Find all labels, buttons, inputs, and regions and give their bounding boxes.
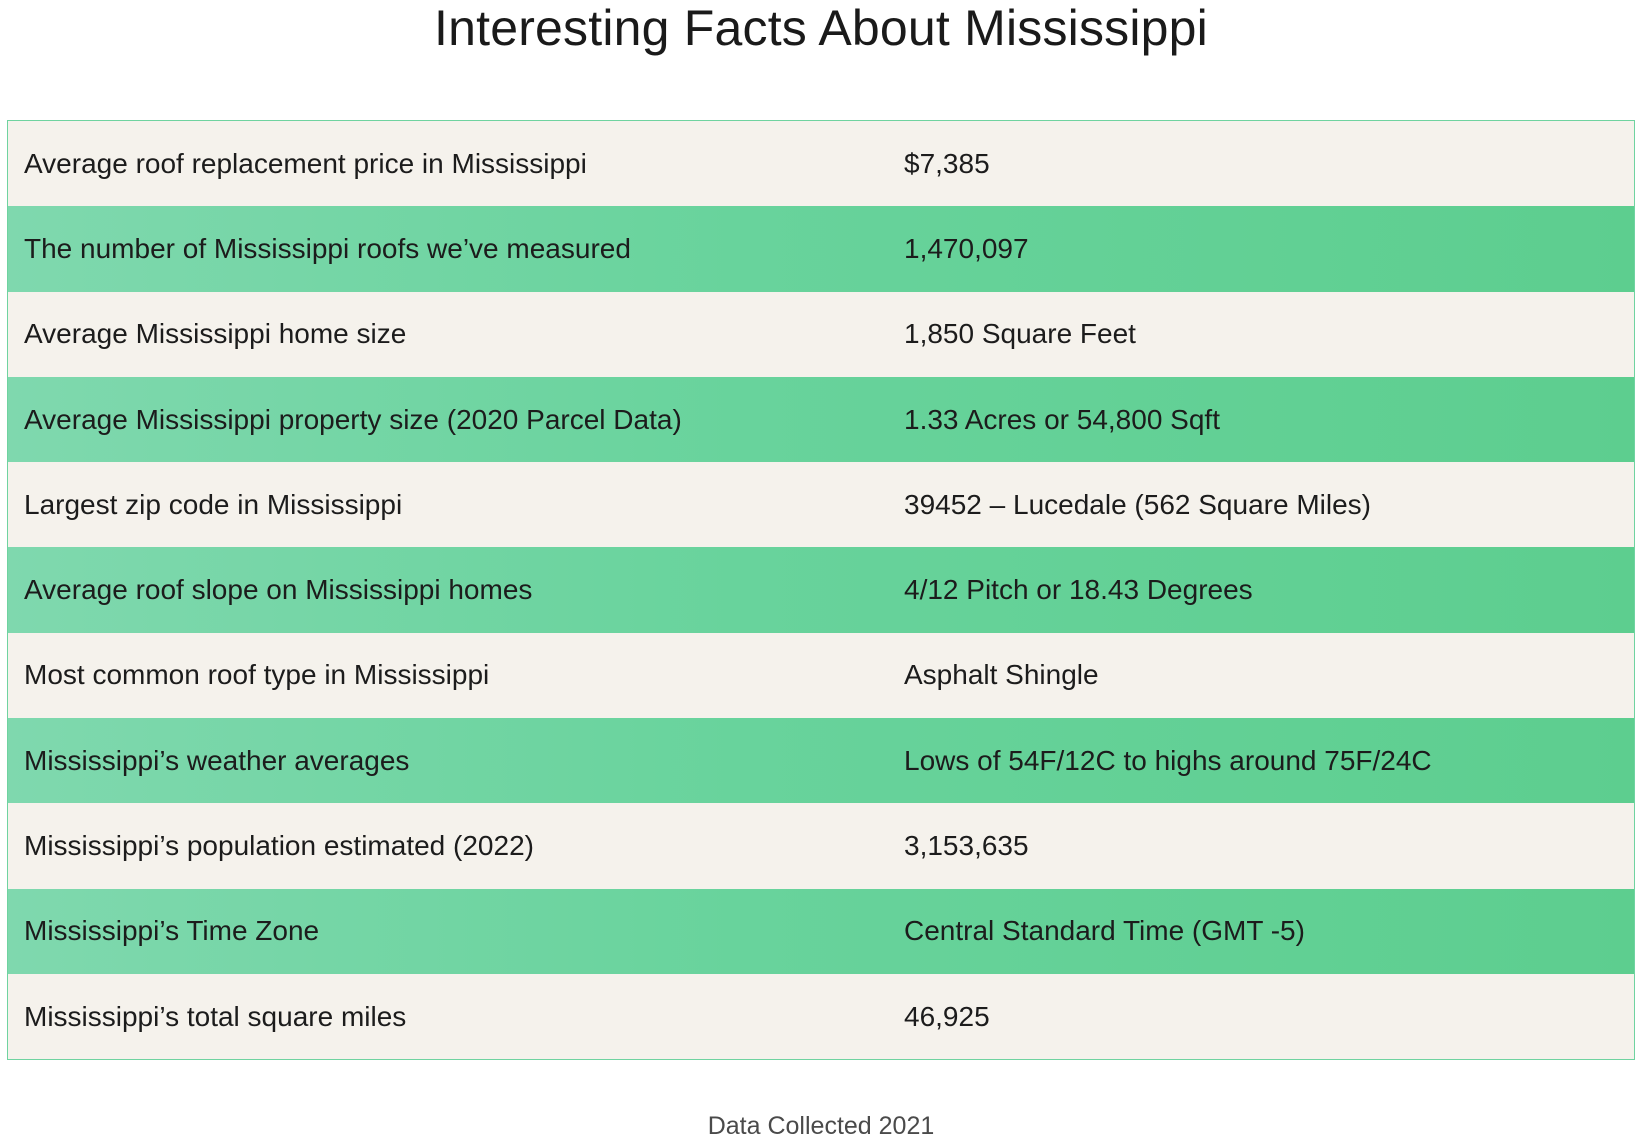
table-row: Most common roof type in Mississippi Asp… — [8, 632, 1634, 719]
fact-value: 46,925 — [904, 1000, 990, 1032]
table-row: The number of Mississippi roofs we’ve me… — [8, 206, 1634, 292]
fact-value: 1,850 Square Feet — [904, 318, 1136, 350]
table-row: Mississippi’s Time Zone Central Standard… — [8, 888, 1634, 974]
facts-table: Average roof replacement price in Missis… — [7, 120, 1635, 1061]
page-title: Interesting Facts About Mississippi — [434, 0, 1208, 56]
fact-label: Average Mississippi property size (2020 … — [24, 403, 682, 435]
fact-label: Mississippi’s total square miles — [24, 1000, 407, 1032]
fact-label: Largest zip code in Mississippi — [24, 488, 403, 520]
fact-value: $7,385 — [904, 147, 990, 179]
fact-label: Mississippi’s population estimated (2022… — [24, 830, 534, 862]
table-row: Average roof replacement price in Missis… — [8, 121, 1634, 207]
fact-value: Central Standard Time (GMT -5) — [904, 915, 1305, 947]
fact-value: Asphalt Shingle — [904, 659, 1099, 691]
fact-value: 1,470,097 — [904, 232, 1029, 264]
fact-label: Most common roof type in Mississippi — [24, 659, 490, 691]
fact-value: 1.33 Acres or 54,800 Sqft — [904, 403, 1220, 435]
table-row: Mississippi’s population estimated (2022… — [8, 803, 1634, 889]
table-row: Average Mississippi property size (2020 … — [8, 376, 1634, 463]
table-row: Mississippi’s weather averages Lows of 5… — [8, 718, 1634, 804]
fact-value: 3,153,635 — [904, 830, 1029, 862]
fact-label: Average roof replacement price in Missis… — [24, 147, 587, 179]
fact-value: 4/12 Pitch or 18.43 Degrees — [904, 574, 1253, 606]
fact-label: Average roof slope on Mississippi homes — [24, 574, 533, 606]
footnote: Data Collected 2021 — [707, 1112, 935, 1140]
table-row: Average Mississippi home size 1,850 Squa… — [8, 291, 1634, 377]
table-row: Largest zip code in Mississippi 39452 – … — [8, 462, 1634, 548]
fact-label: Mississippi’s weather averages — [24, 744, 410, 776]
fact-label: Average Mississippi home size — [24, 318, 407, 350]
table-row: Mississippi’s total square miles 46,925 — [8, 973, 1634, 1060]
fact-value: 39452 – Lucedale (562 Square Miles) — [904, 488, 1371, 520]
fact-label: The number of Mississippi roofs we’ve me… — [24, 232, 631, 264]
fact-label: Mississippi’s Time Zone — [24, 915, 320, 947]
table-row: Average roof slope on Mississippi homes … — [8, 547, 1634, 633]
fact-value: Lows of 54F/12C to highs around 75F/24C — [904, 744, 1432, 776]
